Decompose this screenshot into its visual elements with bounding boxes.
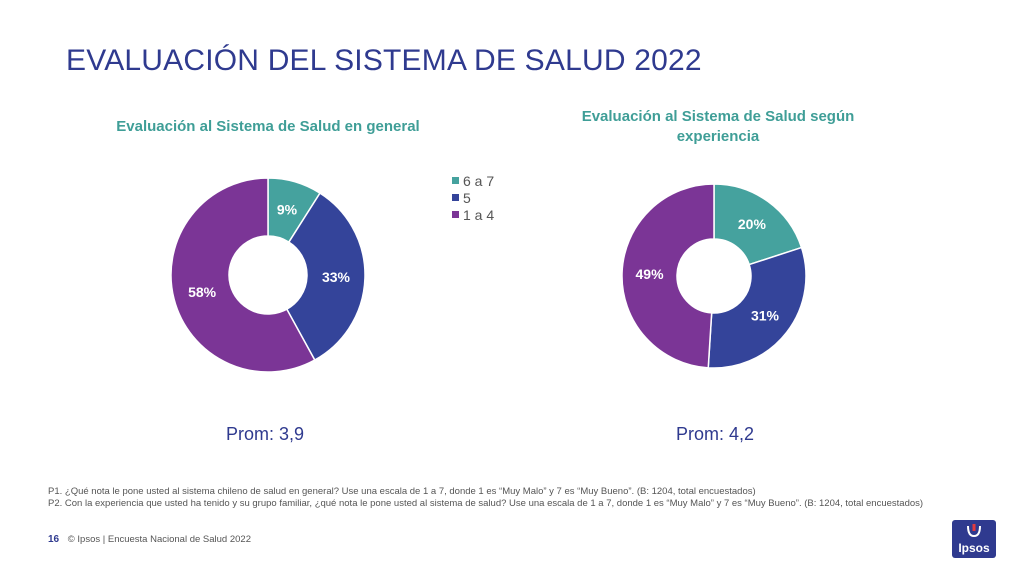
legend-label: 5	[463, 189, 471, 206]
chart-title-experiencia: Evaluación al Sistema de Salud según exp…	[581, 108, 855, 145]
legend-item-6-a-7: 6 a 7	[452, 172, 494, 189]
donut-chart-general: 9% 33% 58%	[170, 177, 366, 373]
donut-slice-2	[285, 192, 366, 362]
footer-text: © Ipsos | Encuesta Nacional de Salud 202…	[67, 534, 251, 545]
slice-label-2: 31%	[751, 308, 780, 324]
legend-swatch	[452, 211, 459, 218]
legend-swatch	[452, 194, 459, 201]
ipsos-logo: Ipsos	[952, 520, 996, 558]
donut-chart-experiencia: 20% 31% 49%	[621, 183, 807, 369]
footer: 16 © Ipsos | Encuesta Nacional de Salud …	[48, 534, 251, 545]
page-number: 16	[48, 534, 60, 545]
slice-label-2: 33%	[322, 269, 351, 285]
legend-item-1-a-4: 1 a 4	[452, 206, 494, 223]
footnotes: P1. ¿Qué nota le pone usted al sistema c…	[48, 486, 978, 510]
legend-label: 6 a 7	[463, 172, 495, 189]
logo-text: Ipsos	[958, 541, 990, 555]
logo-mark-icon	[967, 524, 981, 538]
donut-slice-3	[170, 177, 316, 373]
donut-slice-1	[713, 183, 803, 266]
footnote-p1: P1. ¿Qué nota le pone usted al sistema c…	[48, 486, 756, 497]
donut-slice-3	[621, 183, 715, 369]
chart-legend: 6 a 7 5 1 a 4	[452, 172, 494, 223]
legend-label: 1 a 4	[463, 206, 495, 223]
footnote-p2: P2. Con la experiencia que usted ha teni…	[48, 498, 924, 509]
legend-swatch	[452, 177, 459, 184]
donut-slice-2	[707, 246, 807, 369]
slice-label-1: 20%	[738, 216, 767, 232]
chart-title-general: Evaluación al Sistema de Salud en genera…	[116, 118, 420, 135]
legend-item-5: 5	[452, 189, 494, 206]
page-title: EVALUACIÓN DEL SISTEMA DE SALUD 2022	[66, 44, 702, 77]
slice-label-1: 9%	[277, 202, 298, 218]
slice-label-3: 58%	[188, 284, 217, 300]
average-score-experiencia: Prom: 4,2	[676, 424, 755, 444]
slice-label-3: 49%	[636, 266, 665, 282]
average-score-general: Prom: 3,9	[226, 424, 305, 444]
